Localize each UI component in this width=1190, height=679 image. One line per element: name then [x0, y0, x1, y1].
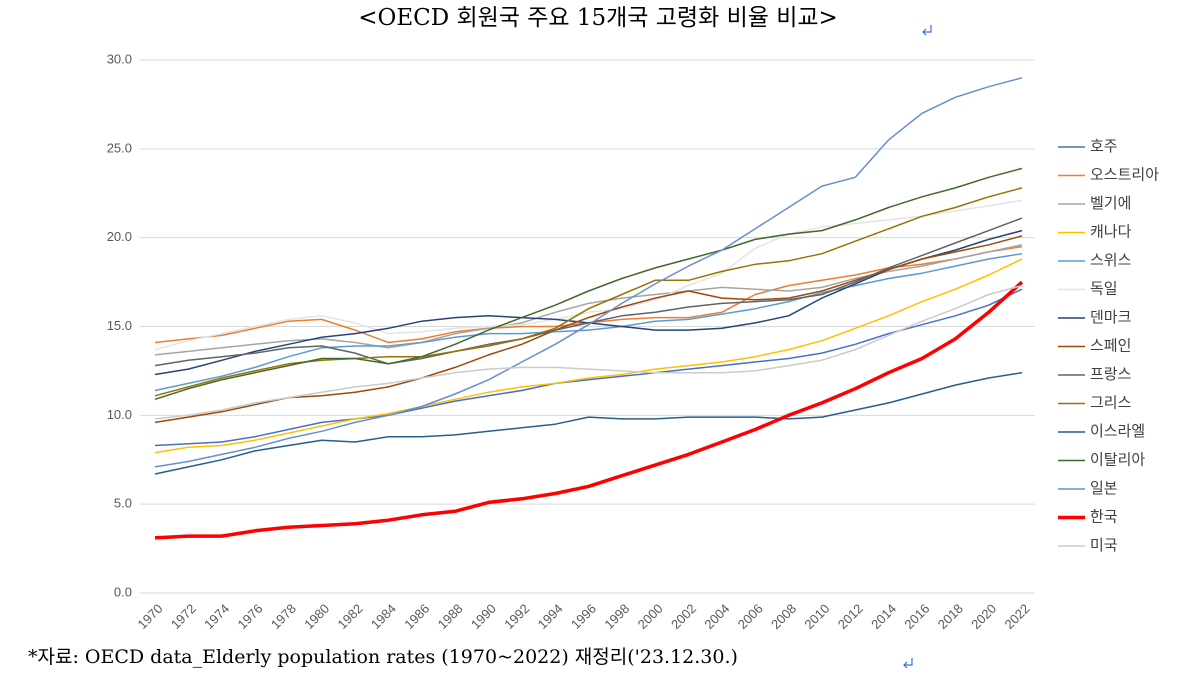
- series-line: [154, 199, 1023, 351]
- legend-label: 덴마크: [1090, 309, 1131, 326]
- series-line: [154, 288, 1023, 447]
- x-tick-label: 1974: [201, 601, 232, 632]
- series-line: [154, 371, 1023, 475]
- y-tick-label: 20.0: [107, 229, 132, 244]
- y-tick-label: 25.0: [107, 140, 132, 155]
- x-tick-label: 2020: [968, 601, 999, 632]
- x-tick-label: 2014: [868, 601, 899, 632]
- y-tick-label: 0.0: [114, 584, 132, 599]
- source-note: *자료: OECD data_Elderly population rates …: [28, 646, 738, 668]
- series-line: [154, 235, 1023, 424]
- x-tick-label: 1978: [268, 601, 299, 632]
- x-tick-label: 1988: [435, 601, 466, 632]
- y-tick-label: 5.0: [114, 496, 132, 511]
- y-tick-label: 15.0: [107, 318, 132, 333]
- legend-label: 일본: [1090, 480, 1118, 497]
- x-tick-label: 2006: [735, 601, 766, 632]
- legend-label: 미국: [1090, 537, 1118, 554]
- paragraph-mark: [922, 25, 932, 36]
- series-line: [154, 217, 1023, 367]
- legend-label: 이스라엘: [1090, 423, 1145, 440]
- series-line: [154, 280, 1024, 540]
- series-line: [154, 77, 1023, 468]
- x-tick-label: 1972: [168, 601, 199, 632]
- series-line: [154, 244, 1023, 356]
- x-tick-label: 1986: [401, 601, 432, 632]
- legend-label: 벨기에: [1090, 195, 1131, 212]
- legend-label: 이탈리아: [1090, 451, 1145, 468]
- x-tick-label: 1992: [501, 601, 532, 632]
- legend-label: 독일: [1090, 280, 1118, 297]
- y-tick-label: 10.0: [107, 407, 132, 422]
- legend-label: 캐나다: [1090, 223, 1132, 240]
- series-line: [154, 167, 1023, 401]
- legend-label: 스페인: [1090, 337, 1131, 354]
- x-tick-label: 2016: [901, 601, 932, 632]
- x-tick-label: 2000: [635, 601, 666, 632]
- x-tick-label: 2004: [701, 601, 732, 632]
- x-tick-label: 1990: [468, 601, 499, 632]
- legend-label: 한국: [1090, 508, 1118, 525]
- x-tick-label: 1998: [601, 601, 632, 632]
- x-tick-label: 1982: [335, 601, 366, 632]
- series-line: [154, 284, 1023, 420]
- x-tick-label: 2022: [1001, 601, 1032, 632]
- y-tick-label: 30.0: [107, 51, 132, 66]
- paragraph-mark: [903, 658, 913, 669]
- x-tick-label: 2018: [935, 601, 966, 632]
- x-tick-label: 1976: [235, 601, 266, 632]
- x-tick-label: 2010: [801, 601, 832, 632]
- x-tick-label: 1980: [301, 601, 332, 632]
- x-tick-label: 1984: [368, 601, 399, 632]
- x-tick-label: 2008: [768, 601, 799, 632]
- series-line: [154, 252, 1023, 392]
- series-line: [154, 258, 1023, 454]
- x-tick-label: 2002: [668, 601, 699, 632]
- legend-label: 스위스: [1090, 252, 1132, 269]
- legend-label: 호주: [1090, 138, 1118, 155]
- legend-label: 그리스: [1090, 394, 1132, 411]
- legend-label: 오스트리아: [1090, 166, 1159, 183]
- x-tick-label: 1996: [568, 601, 599, 632]
- series-line: [154, 245, 1023, 344]
- x-tick-label: 1994: [535, 601, 566, 632]
- x-tick-label: 1970: [134, 601, 165, 632]
- series-line: [154, 229, 1023, 376]
- x-tick-label: 2012: [835, 601, 866, 632]
- chart-title: <OECD 회원국 주요 15개국 고령화 비율 비교>: [358, 5, 838, 31]
- legend-label: 프랑스: [1090, 366, 1132, 383]
